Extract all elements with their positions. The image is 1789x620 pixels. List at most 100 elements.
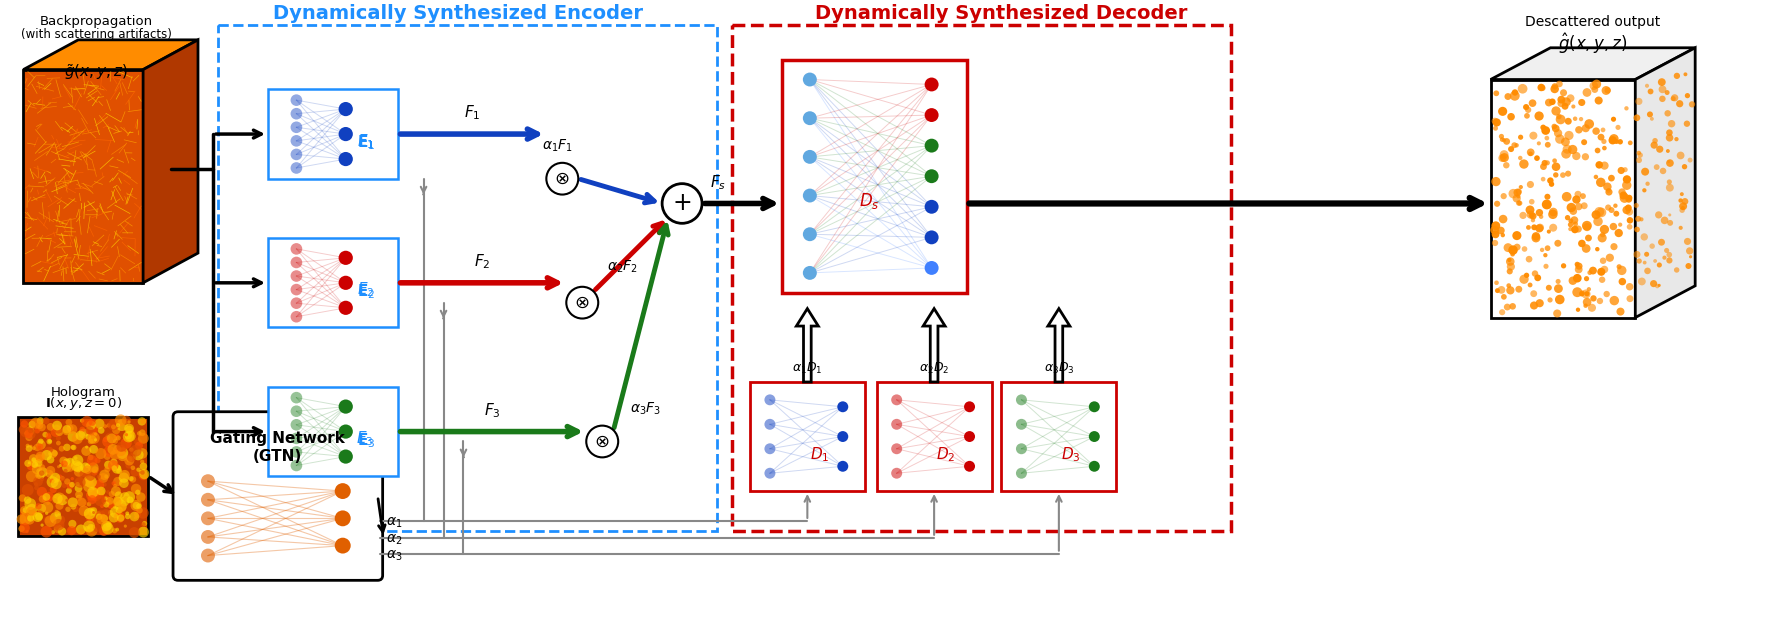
Circle shape — [837, 401, 848, 412]
Circle shape — [134, 511, 141, 518]
Circle shape — [1546, 142, 1551, 148]
Text: $\mathbf{E}_3$: $\mathbf{E}_3$ — [358, 431, 376, 450]
Circle shape — [77, 466, 82, 472]
Circle shape — [41, 502, 54, 513]
Circle shape — [70, 477, 73, 481]
Circle shape — [113, 477, 122, 486]
Circle shape — [1573, 117, 1578, 121]
Circle shape — [86, 425, 98, 436]
Circle shape — [72, 445, 77, 450]
Circle shape — [1671, 96, 1676, 101]
Circle shape — [75, 477, 86, 488]
Circle shape — [116, 442, 127, 452]
Circle shape — [36, 440, 47, 450]
Circle shape — [55, 436, 61, 441]
Circle shape — [81, 463, 91, 473]
Circle shape — [120, 479, 129, 488]
Text: $\mathbf{E}_1$: $\mathbf{E}_1$ — [358, 134, 376, 153]
Circle shape — [132, 450, 143, 460]
Circle shape — [803, 150, 818, 164]
Circle shape — [18, 494, 27, 502]
Circle shape — [1626, 224, 1633, 229]
Circle shape — [1573, 152, 1580, 160]
Circle shape — [1569, 227, 1573, 231]
Circle shape — [1617, 223, 1623, 227]
Circle shape — [1660, 216, 1669, 224]
Circle shape — [1526, 256, 1533, 262]
Circle shape — [123, 423, 134, 433]
Circle shape — [1524, 107, 1531, 113]
Circle shape — [48, 515, 61, 527]
Circle shape — [100, 514, 106, 520]
Circle shape — [1603, 182, 1612, 191]
Circle shape — [1535, 155, 1540, 161]
Circle shape — [964, 461, 975, 472]
Circle shape — [1501, 193, 1506, 199]
Circle shape — [803, 188, 818, 203]
Circle shape — [1608, 136, 1617, 144]
Circle shape — [1583, 276, 1589, 281]
Circle shape — [95, 432, 97, 436]
Circle shape — [1592, 86, 1598, 93]
Text: +: + — [673, 192, 692, 216]
Circle shape — [109, 513, 118, 523]
Circle shape — [45, 515, 55, 527]
Circle shape — [136, 490, 141, 495]
Circle shape — [52, 421, 63, 430]
Circle shape — [1682, 206, 1685, 210]
Circle shape — [34, 485, 39, 490]
Circle shape — [104, 497, 107, 500]
Circle shape — [68, 424, 77, 434]
Circle shape — [120, 492, 131, 502]
Text: $F_s$: $F_s$ — [710, 173, 726, 192]
Circle shape — [125, 512, 129, 515]
Circle shape — [1528, 283, 1533, 287]
Circle shape — [338, 250, 352, 265]
Circle shape — [1560, 172, 1565, 178]
Circle shape — [107, 521, 111, 526]
Circle shape — [1574, 126, 1583, 133]
Circle shape — [1510, 252, 1515, 257]
Circle shape — [52, 498, 57, 503]
Circle shape — [1576, 263, 1583, 270]
Circle shape — [1540, 125, 1546, 130]
Circle shape — [1666, 184, 1675, 192]
Circle shape — [138, 417, 147, 425]
Circle shape — [138, 454, 141, 458]
Circle shape — [1016, 394, 1027, 405]
Circle shape — [1497, 107, 1506, 116]
Text: (with scattering artifacts): (with scattering artifacts) — [21, 28, 172, 41]
Circle shape — [43, 446, 54, 456]
Circle shape — [55, 474, 63, 482]
Circle shape — [338, 301, 352, 315]
Circle shape — [1594, 217, 1603, 226]
Circle shape — [1626, 217, 1633, 224]
Circle shape — [95, 448, 106, 459]
Circle shape — [1676, 100, 1683, 107]
Circle shape — [81, 446, 91, 456]
Polygon shape — [23, 40, 199, 69]
Circle shape — [66, 497, 79, 508]
Circle shape — [57, 527, 66, 536]
Circle shape — [1655, 211, 1662, 218]
Circle shape — [290, 122, 302, 133]
Circle shape — [109, 507, 122, 518]
Circle shape — [34, 459, 41, 466]
Circle shape — [1683, 120, 1691, 127]
Circle shape — [338, 152, 352, 166]
Text: $\mathbf{E}_2$: $\mathbf{E}_2$ — [358, 282, 376, 301]
Circle shape — [125, 432, 132, 439]
Circle shape — [122, 416, 131, 425]
Circle shape — [1615, 125, 1621, 130]
Circle shape — [25, 445, 32, 452]
Circle shape — [106, 490, 109, 494]
Circle shape — [1676, 152, 1685, 159]
Circle shape — [36, 452, 45, 461]
Circle shape — [27, 461, 30, 464]
Circle shape — [1519, 185, 1522, 189]
Text: Descattered output: Descattered output — [1526, 15, 1660, 29]
Circle shape — [1605, 188, 1612, 195]
Circle shape — [1499, 215, 1508, 223]
Circle shape — [95, 438, 97, 441]
Circle shape — [132, 502, 140, 509]
